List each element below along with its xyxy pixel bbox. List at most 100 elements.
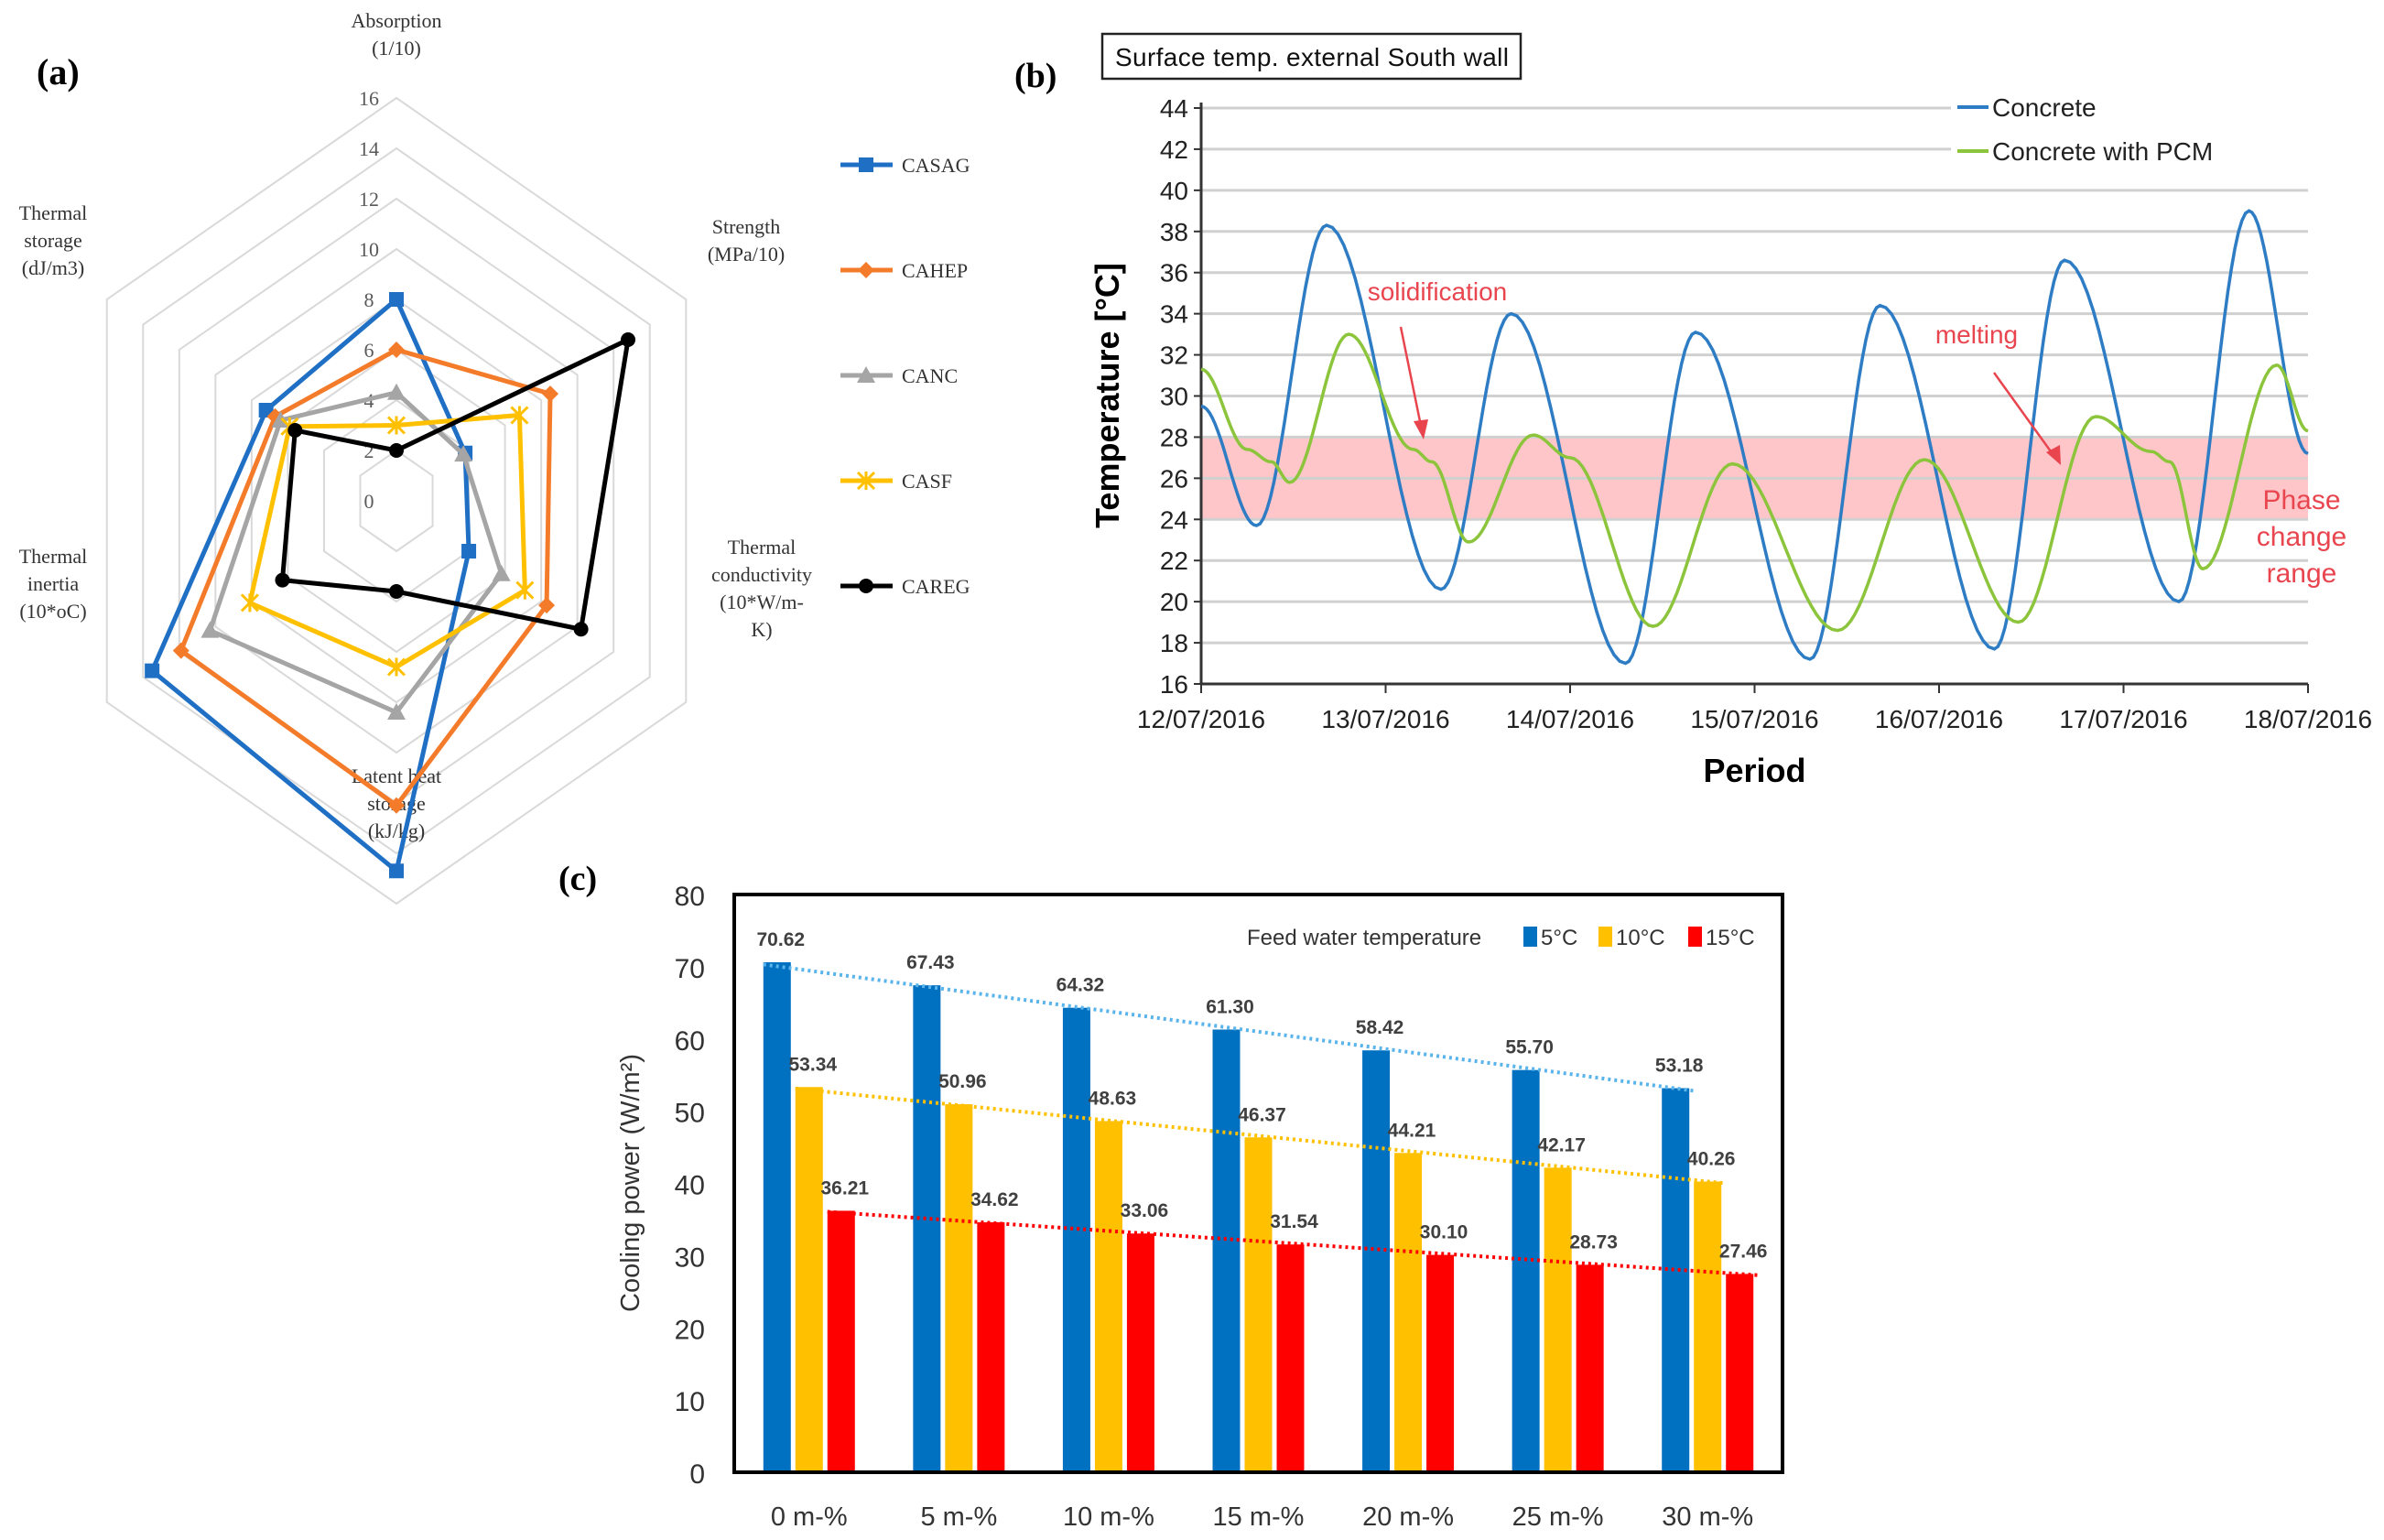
y-tick-label: 34 [1160, 300, 1188, 329]
bar-15c-4 [1426, 1254, 1455, 1472]
bar-15c-3 [1276, 1244, 1305, 1472]
data-label: 40.26 [1687, 1148, 1736, 1169]
legend-label: CAHEP [902, 259, 968, 282]
x-tick-label: 12/07/2016 [1137, 705, 1265, 733]
radar-axis-label: conductivity [711, 563, 812, 586]
radar-axis-label: (1/10) [372, 37, 421, 60]
triangle-marker [387, 703, 406, 720]
chart-title-box [1100, 32, 1523, 81]
star-marker [515, 580, 535, 600]
series-line-concrete-with-pcm [1200, 332, 2309, 633]
x-tick-label: 5 m-% [920, 1502, 997, 1532]
data-label: 53.18 [1655, 1056, 1704, 1077]
bar-chart-panel: (c) 0 10 20 30 40 50 60 70 80 Cooling power (W/m²)… [558, 860, 1784, 1532]
radar-series-careg [275, 332, 636, 637]
bar-15c-5 [1576, 1264, 1604, 1472]
legend-swatch [1598, 927, 1612, 947]
legend-label: 10°C [1616, 926, 1665, 950]
legend-label: 15°C [1706, 926, 1755, 950]
square-marker [389, 292, 404, 307]
x-tick-label: 17/07/2016 [2059, 705, 2187, 733]
radar-axis-label: Absorption [352, 9, 442, 32]
x-tick-label: 0 m-% [771, 1502, 848, 1532]
x-tick-label: 30 m-% [1662, 1502, 1753, 1532]
circle-marker [389, 443, 404, 458]
trendline-5c [763, 962, 1695, 1093]
panel-label-b: (b) [1014, 57, 1057, 95]
square-marker [389, 863, 404, 879]
data-label: 44.21 [1388, 1120, 1436, 1141]
data-label: 42.17 [1537, 1134, 1586, 1155]
data-label: 33.06 [1121, 1200, 1169, 1221]
data-label: 30.10 [1420, 1222, 1468, 1243]
y-tick-label: 42 [1160, 136, 1188, 164]
radar-axis-label: (10*W/m- [720, 591, 804, 613]
y-tick-label: 20 [675, 1315, 705, 1345]
radar-axis-label: storage [24, 229, 82, 252]
phase-change-range-label: Phase [2262, 485, 2340, 515]
y-tick-label: 22 [1160, 547, 1188, 575]
y-tick-label: 38 [1160, 218, 1188, 246]
bar-5c-5 [1512, 1069, 1540, 1472]
series-line-concrete [1200, 209, 2309, 666]
y-tick-label: 28 [1160, 423, 1188, 451]
annotation-melting: melting [1935, 320, 2018, 349]
radar-chart-panel: (a)0246810121416Absorption(1/10)Strength… [19, 9, 970, 906]
radar-tick-label: 14 [359, 137, 379, 160]
radar-grid-ring [250, 298, 543, 704]
legend-label: CASF [902, 470, 952, 493]
radar-axis-label: Thermal [19, 201, 88, 224]
data-label: 36.21 [821, 1177, 870, 1198]
y-tick-label: 18 [1160, 629, 1188, 657]
radar-tick-label: 0 [364, 490, 374, 513]
square-marker [145, 663, 160, 678]
arrow-solidification [1399, 326, 1424, 431]
bar-15c-0 [827, 1210, 855, 1472]
data-label: 27.46 [1719, 1241, 1768, 1262]
legend-item-careg: CAREG [840, 575, 970, 598]
star-marker [386, 657, 406, 677]
radar-grid-ring [142, 146, 651, 855]
data-label: 34.62 [970, 1189, 1019, 1210]
bar-5c-2 [1062, 1007, 1090, 1472]
x-tick-label: 15 m-% [1213, 1502, 1305, 1532]
x-tick-label: 13/07/2016 [1321, 705, 1449, 733]
radar-grid-ring [359, 449, 434, 553]
circle-marker [287, 423, 303, 438]
radar-axis-label: K) [751, 618, 772, 641]
arrow-head [2046, 445, 2061, 465]
phase-change-range-label: change [2257, 522, 2346, 552]
legend-item-casag: CASAG [840, 154, 970, 177]
legend-title: Feed water temperature [1247, 926, 1481, 950]
radar-tick-label: 6 [364, 339, 374, 362]
radar-tick-label: 2 [364, 439, 374, 462]
annotation-solidification: solidification [1368, 277, 1508, 306]
bar-5c-3 [1212, 1029, 1241, 1472]
triangle-marker [200, 621, 220, 638]
legend-swatch [1688, 927, 1702, 947]
triangle-marker [492, 564, 511, 581]
y-tick-label: 70 [675, 954, 705, 984]
data-label: 48.63 [1089, 1088, 1137, 1109]
circle-marker [389, 584, 404, 599]
data-label: 53.34 [789, 1054, 838, 1075]
star-marker [510, 406, 529, 425]
y-axis-title: Cooling power (W/m²) [616, 1054, 645, 1312]
radar-grid-ring [105, 96, 688, 906]
trendline-10c [795, 1086, 1727, 1186]
data-label: 58.42 [1356, 1017, 1404, 1038]
x-tick-label: 10 m-% [1063, 1502, 1154, 1532]
radar-axis-label: (MPa/10) [708, 243, 785, 266]
bar-10c-2 [1094, 1121, 1122, 1472]
data-label: 55.70 [1505, 1037, 1554, 1058]
arrow-head [1414, 419, 1428, 439]
radar-tick-label: 12 [359, 188, 379, 211]
trendline-15c [827, 1209, 1759, 1277]
radar-tick-label: 16 [359, 87, 379, 110]
triangle-marker [387, 383, 406, 400]
x-tick-label: 16/07/2016 [1875, 705, 2003, 733]
radar-axis-label: inertia [27, 572, 79, 595]
bar-10c-1 [945, 1104, 973, 1472]
bar-5c-0 [763, 961, 791, 1472]
